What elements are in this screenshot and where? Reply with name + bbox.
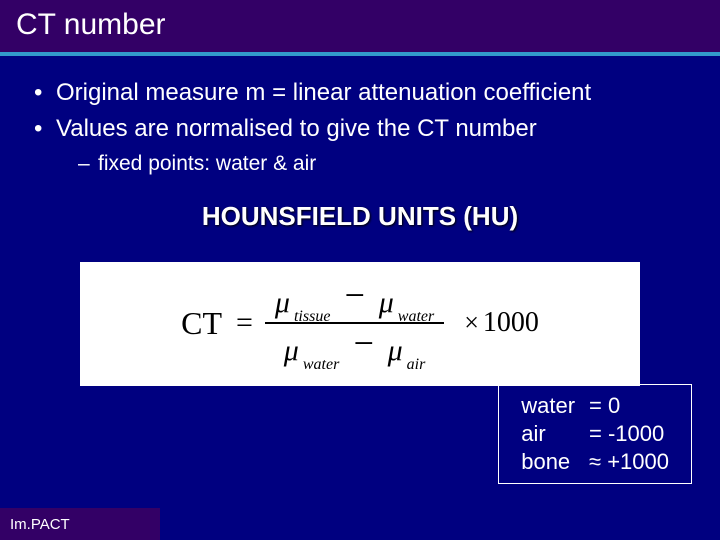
slide-content: Original measure m = linear attenuation … <box>0 56 720 386</box>
minus-sign: − <box>343 322 383 364</box>
sub-bullet-list: fixed points: water & air <box>56 150 686 177</box>
table-row: air = -1000 <box>515 421 675 447</box>
formula-eq: = <box>236 306 253 340</box>
ct-formula: CT = μtissue − μwater μwater − μair × 10… <box>100 276 620 370</box>
title-band: CT number <box>0 0 720 56</box>
reference-values-box: water = 0 air = -1000 bone ≈ +1000 <box>498 384 692 484</box>
fraction-numerator: μtissue − μwater <box>265 276 444 322</box>
formula-fraction: μtissue − μwater μwater − μair <box>265 276 444 370</box>
slide-title: CT number <box>16 8 704 42</box>
mu-symbol: μ <box>275 286 290 320</box>
formula-lhs: CT <box>181 305 222 342</box>
mu-symbol: μ <box>284 334 299 368</box>
value-val: ≈ +1000 <box>583 449 675 475</box>
bullet-list: Original measure m = linear attenuation … <box>34 78 686 177</box>
bullet-2: Values are normalised to give the CT num… <box>34 114 686 177</box>
value-label: air <box>515 421 581 447</box>
times-sign: × <box>464 308 479 338</box>
scale-factor: 1000 <box>483 307 539 339</box>
sub-tissue: tissue <box>294 308 330 326</box>
bullet-2-text: Values are normalised to give the CT num… <box>56 115 537 142</box>
mu-symbol: μ <box>379 286 394 320</box>
bullet-1: Original measure m = linear attenuation … <box>34 78 686 108</box>
hounsfield-heading: HOUNSFIELD UNITS (HU) <box>34 201 686 232</box>
reference-values-table: water = 0 air = -1000 bone ≈ +1000 <box>513 391 677 477</box>
sub-water: water <box>303 356 339 374</box>
fraction-denominator: μwater − μair <box>274 324 436 370</box>
sub-bullet-1: fixed points: water & air <box>56 150 686 177</box>
footer-logo: Im.PACT <box>0 508 160 540</box>
sub-air: air <box>407 356 426 374</box>
table-row: bone ≈ +1000 <box>515 449 675 475</box>
value-val: = 0 <box>583 393 675 419</box>
value-label: water <box>515 393 581 419</box>
minus-sign: − <box>334 274 374 316</box>
table-row: water = 0 <box>515 393 675 419</box>
value-val: = -1000 <box>583 421 675 447</box>
sub-water: water <box>398 308 434 326</box>
value-label: bone <box>515 449 581 475</box>
formula-box: CT = μtissue − μwater μwater − μair × 10… <box>80 262 640 386</box>
mu-symbol: μ <box>388 334 403 368</box>
